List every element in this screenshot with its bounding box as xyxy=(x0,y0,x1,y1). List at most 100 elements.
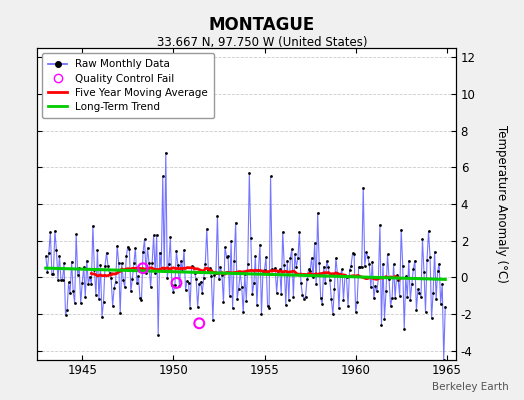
Point xyxy=(406,297,414,303)
Point xyxy=(367,284,375,290)
Point xyxy=(342,274,351,281)
Point xyxy=(144,245,152,251)
Point xyxy=(112,278,120,285)
Point xyxy=(73,272,82,278)
Point xyxy=(260,266,269,273)
Point xyxy=(359,184,367,191)
Point xyxy=(85,274,94,280)
Point xyxy=(68,258,76,265)
Point xyxy=(151,270,159,276)
Point xyxy=(405,258,413,264)
Point xyxy=(264,302,272,309)
Point xyxy=(124,243,132,250)
Point xyxy=(105,270,114,276)
Point xyxy=(209,317,217,323)
Point xyxy=(200,274,208,281)
Point xyxy=(92,292,100,298)
Point xyxy=(77,300,85,307)
Point xyxy=(166,234,174,240)
Point xyxy=(281,302,290,308)
Point xyxy=(379,260,387,267)
Point xyxy=(152,232,161,238)
Point xyxy=(242,298,250,304)
Point xyxy=(69,288,78,294)
Point xyxy=(136,295,144,301)
Point xyxy=(376,222,384,228)
Point xyxy=(178,268,187,274)
Point xyxy=(310,240,319,246)
Point xyxy=(58,277,67,283)
Point xyxy=(146,284,155,290)
Point xyxy=(139,265,147,272)
Point xyxy=(204,266,213,273)
Point xyxy=(172,280,181,286)
Point xyxy=(265,304,273,311)
Point xyxy=(207,273,215,279)
Point xyxy=(45,250,53,256)
Point xyxy=(394,276,402,283)
Point xyxy=(87,281,95,287)
Point xyxy=(254,267,263,274)
Point xyxy=(257,311,266,317)
Point xyxy=(354,264,363,270)
Point xyxy=(401,273,410,280)
Point xyxy=(64,279,73,286)
Point xyxy=(49,271,58,277)
Point xyxy=(184,280,193,286)
Point xyxy=(332,255,340,261)
Point xyxy=(389,261,398,268)
Point xyxy=(245,170,254,176)
Point xyxy=(230,258,238,264)
Point xyxy=(330,286,339,292)
Point xyxy=(420,269,428,275)
Point xyxy=(418,236,427,242)
Point xyxy=(95,296,103,302)
Point xyxy=(291,251,299,257)
Point xyxy=(340,297,348,303)
Point xyxy=(236,270,244,276)
Point xyxy=(72,231,80,238)
Point xyxy=(145,260,153,266)
Point xyxy=(225,293,234,300)
Point xyxy=(165,261,173,267)
Point xyxy=(350,251,358,257)
Point xyxy=(107,274,115,281)
Point xyxy=(253,302,261,308)
Point xyxy=(280,262,288,268)
Point xyxy=(292,264,301,270)
Point xyxy=(277,290,286,297)
Point xyxy=(180,247,188,253)
Point xyxy=(161,150,170,156)
Point xyxy=(57,277,65,283)
Point xyxy=(426,254,434,260)
Point xyxy=(377,322,386,328)
Point xyxy=(289,293,298,300)
Point xyxy=(233,296,242,302)
Point xyxy=(333,270,342,277)
Point xyxy=(81,294,90,300)
Point xyxy=(189,264,198,270)
Point xyxy=(175,282,183,289)
Point xyxy=(224,252,232,259)
Point xyxy=(198,290,206,296)
Point xyxy=(168,282,176,288)
Point xyxy=(380,316,389,322)
Point xyxy=(294,254,302,261)
Point xyxy=(312,281,320,287)
Point xyxy=(156,250,164,256)
Point xyxy=(396,293,404,300)
Point xyxy=(271,265,279,271)
Point xyxy=(96,262,105,268)
Point xyxy=(417,294,425,300)
Point xyxy=(203,226,211,232)
Point xyxy=(438,280,446,287)
Point xyxy=(159,173,167,180)
Point xyxy=(440,356,448,363)
Point xyxy=(177,258,185,264)
Point xyxy=(313,210,322,216)
Point xyxy=(421,308,430,315)
Point xyxy=(93,247,102,254)
Point xyxy=(61,311,70,318)
Point xyxy=(195,280,203,287)
Point xyxy=(66,290,74,296)
